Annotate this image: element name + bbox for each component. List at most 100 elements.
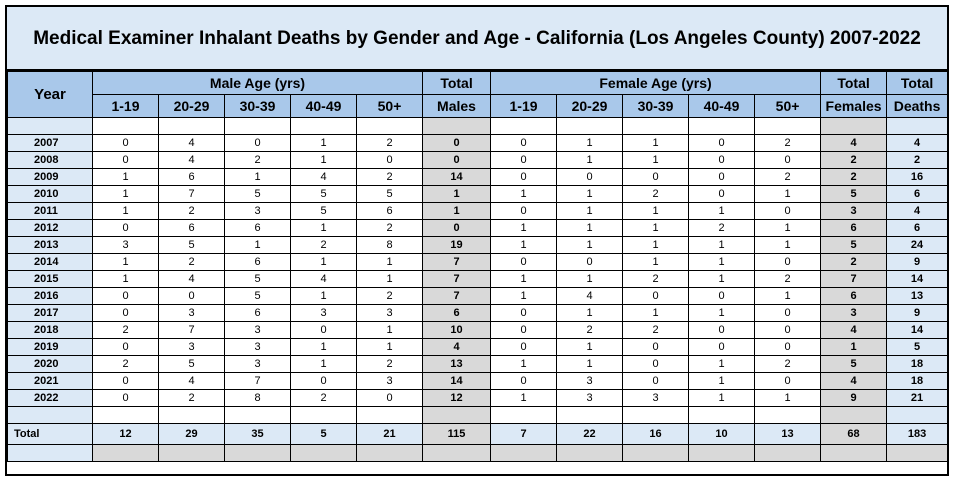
male-count-cell: 2 xyxy=(224,151,291,169)
male-count-cell: 4 xyxy=(158,270,225,288)
female-count-cell: 1 xyxy=(490,287,558,305)
spacer-cell xyxy=(7,406,93,424)
female-count-cell: 1 xyxy=(490,270,558,288)
total-females-cell: 9 xyxy=(820,389,888,407)
female-count-cell: 2 xyxy=(754,355,822,373)
male-count-cell: 2 xyxy=(92,355,159,373)
male-count-cell: 1 xyxy=(92,185,159,203)
female-count-cell: 1 xyxy=(556,134,624,152)
total-females-cell: 4 xyxy=(820,372,888,390)
female-total-cell: 22 xyxy=(556,423,624,445)
footer-cell xyxy=(556,444,624,462)
total-females-header-bottom: Females xyxy=(820,94,888,118)
female-count-cell: 1 xyxy=(688,270,756,288)
spacer-cell xyxy=(158,406,225,424)
total-females-cell: 6 xyxy=(820,287,888,305)
female-count-cell: 1 xyxy=(754,389,822,407)
male-count-cell: 1 xyxy=(224,168,291,186)
female-count-cell: 0 xyxy=(556,168,624,186)
male-count-cell: 4 xyxy=(290,168,357,186)
male-count-cell: 5 xyxy=(355,185,424,203)
female-count-cell: 0 xyxy=(622,168,690,186)
footer-cell xyxy=(158,444,225,462)
female-count-cell: 0 xyxy=(688,134,756,152)
table-row: 2011 1 2 3 5 6 1 0 1 1 1 0 3 4 xyxy=(7,202,949,220)
female-count-cell: 0 xyxy=(754,253,822,271)
female-count-cell: 2 xyxy=(622,185,690,203)
year-cell: 2012 xyxy=(7,219,93,237)
spacer-cell xyxy=(886,406,949,424)
footer-row xyxy=(7,444,949,462)
female-count-cell: 1 xyxy=(688,389,756,407)
table-row: 2013 3 5 1 2 8 19 1 1 1 1 1 5 24 xyxy=(7,236,949,254)
spacer-cell xyxy=(556,406,624,424)
female-count-cell: 1 xyxy=(556,236,624,254)
male-count-cell: 0 xyxy=(355,389,424,407)
female-count-cell: 1 xyxy=(622,134,690,152)
female-age-header: 1-19 xyxy=(490,94,558,118)
male-count-cell: 3 xyxy=(355,372,424,390)
male-count-cell: 0 xyxy=(290,321,357,339)
spacer-row xyxy=(7,117,949,135)
year-header: Year xyxy=(7,71,93,118)
table-row: 2018 2 7 3 0 1 10 0 2 2 0 0 4 14 xyxy=(7,321,949,339)
male-total-cell: 35 xyxy=(224,423,291,445)
male-age-header: 50+ xyxy=(355,94,424,118)
female-count-cell: 0 xyxy=(622,338,690,356)
inhalant-deaths-table: Year Male Age (yrs) Total Female Age (yr… xyxy=(7,71,949,462)
total-males-cell: 0 xyxy=(422,151,492,169)
female-age-header: 30-39 xyxy=(622,94,690,118)
male-count-cell: 7 xyxy=(158,185,225,203)
female-count-cell: 2 xyxy=(622,321,690,339)
male-count-cell: 3 xyxy=(92,236,159,254)
male-count-cell: 6 xyxy=(224,219,291,237)
total-deaths-cell: 5 xyxy=(886,338,949,356)
male-count-cell: 7 xyxy=(224,372,291,390)
male-count-cell: 0 xyxy=(92,151,159,169)
footer-cell xyxy=(490,444,558,462)
male-count-cell: 8 xyxy=(355,236,424,254)
female-count-cell: 0 xyxy=(688,338,756,356)
male-total-cell: 21 xyxy=(355,423,424,445)
female-count-cell: 1 xyxy=(622,202,690,220)
total-deaths-cell: 6 xyxy=(886,219,949,237)
male-count-cell: 4 xyxy=(158,151,225,169)
total-males-cell: 13 xyxy=(422,355,492,373)
male-count-cell: 5 xyxy=(290,202,357,220)
grand-total-deaths-cell: 183 xyxy=(886,423,949,445)
female-age-group-header: Female Age (yrs) xyxy=(490,71,822,95)
female-count-cell: 0 xyxy=(754,151,822,169)
total-deaths-cell: 2 xyxy=(886,151,949,169)
male-count-cell: 8 xyxy=(224,389,291,407)
female-count-cell: 1 xyxy=(556,219,624,237)
male-count-cell: 2 xyxy=(290,389,357,407)
total-males-cell: 7 xyxy=(422,270,492,288)
female-count-cell: 3 xyxy=(556,372,624,390)
total-females-cell: 2 xyxy=(820,253,888,271)
female-count-cell: 0 xyxy=(622,287,690,305)
total-deaths-cell: 4 xyxy=(886,202,949,220)
spacer-row xyxy=(7,406,949,424)
female-count-cell: 2 xyxy=(622,270,690,288)
year-cell: 2007 xyxy=(7,134,93,152)
spacer-cell xyxy=(490,406,558,424)
total-males-cell: 19 xyxy=(422,236,492,254)
total-males-cell: 1 xyxy=(422,185,492,203)
female-count-cell: 1 xyxy=(556,151,624,169)
year-cell: 2020 xyxy=(7,355,93,373)
spacer-cell xyxy=(622,406,690,424)
male-count-cell: 1 xyxy=(290,134,357,152)
male-count-cell: 5 xyxy=(224,185,291,203)
table-row: 2015 1 4 5 4 1 7 1 1 2 1 2 7 14 xyxy=(7,270,949,288)
male-count-cell: 4 xyxy=(158,372,225,390)
year-cell: 2015 xyxy=(7,270,93,288)
total-deaths-cell: 4 xyxy=(886,134,949,152)
total-deaths-cell: 14 xyxy=(886,270,949,288)
female-count-cell: 0 xyxy=(754,202,822,220)
spacer-cell xyxy=(290,406,357,424)
table-row: 2022 0 2 8 2 0 12 1 3 3 1 1 9 21 xyxy=(7,389,949,407)
male-count-cell: 1 xyxy=(224,236,291,254)
total-males-cell: 10 xyxy=(422,321,492,339)
total-deaths-cell: 6 xyxy=(886,185,949,203)
female-count-cell: 0 xyxy=(490,372,558,390)
